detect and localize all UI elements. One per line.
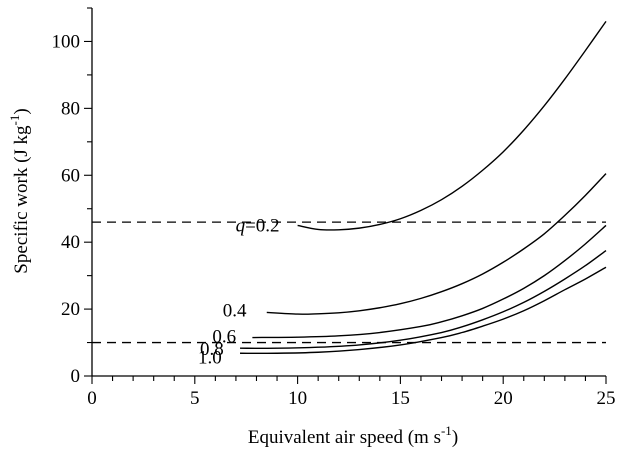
axes: 0 5 10 15 20 25 0 20 40 60 80 100: [52, 7, 616, 409]
x-tick-label: 0: [87, 388, 97, 409]
reference-lines: [92, 221, 606, 344]
y-tick-label: 60: [61, 165, 80, 186]
curve-q-0-2: [297, 20, 607, 231]
curve-q-1-0: [240, 266, 607, 355]
y-tick-label: 40: [61, 232, 80, 253]
y-tick-label: 0: [71, 366, 81, 387]
series-curves: [240, 20, 607, 355]
curve-q-0-4: [266, 173, 607, 315]
curve-label: 0.6: [212, 327, 236, 348]
y-tick-label: 20: [61, 299, 80, 320]
curve-labels: q=0.2 0.4 0.60.81.0: [198, 215, 280, 368]
x-tick-label: 25: [597, 388, 616, 409]
x-tick-label: 10: [288, 388, 307, 409]
curve-label: 0.8: [200, 339, 224, 360]
x-tick-label: 20: [494, 388, 513, 409]
x-tick-label: 15: [391, 388, 410, 409]
x-axis-title: Equivalent air speed (m s-1): [248, 423, 458, 448]
curve-label: q=0.2: [236, 215, 280, 236]
y-tick-label: 100: [52, 31, 81, 52]
curve-label: 1.0: [198, 347, 222, 368]
curve-label: 0.4: [223, 300, 247, 321]
curve-q-0-8: [240, 249, 607, 350]
y-axis-title: Specific work (J kg-1): [7, 108, 32, 273]
y-tick-label: 80: [61, 98, 80, 119]
x-tick-label: 5: [190, 388, 200, 409]
curve-q-0-6: [252, 224, 607, 339]
